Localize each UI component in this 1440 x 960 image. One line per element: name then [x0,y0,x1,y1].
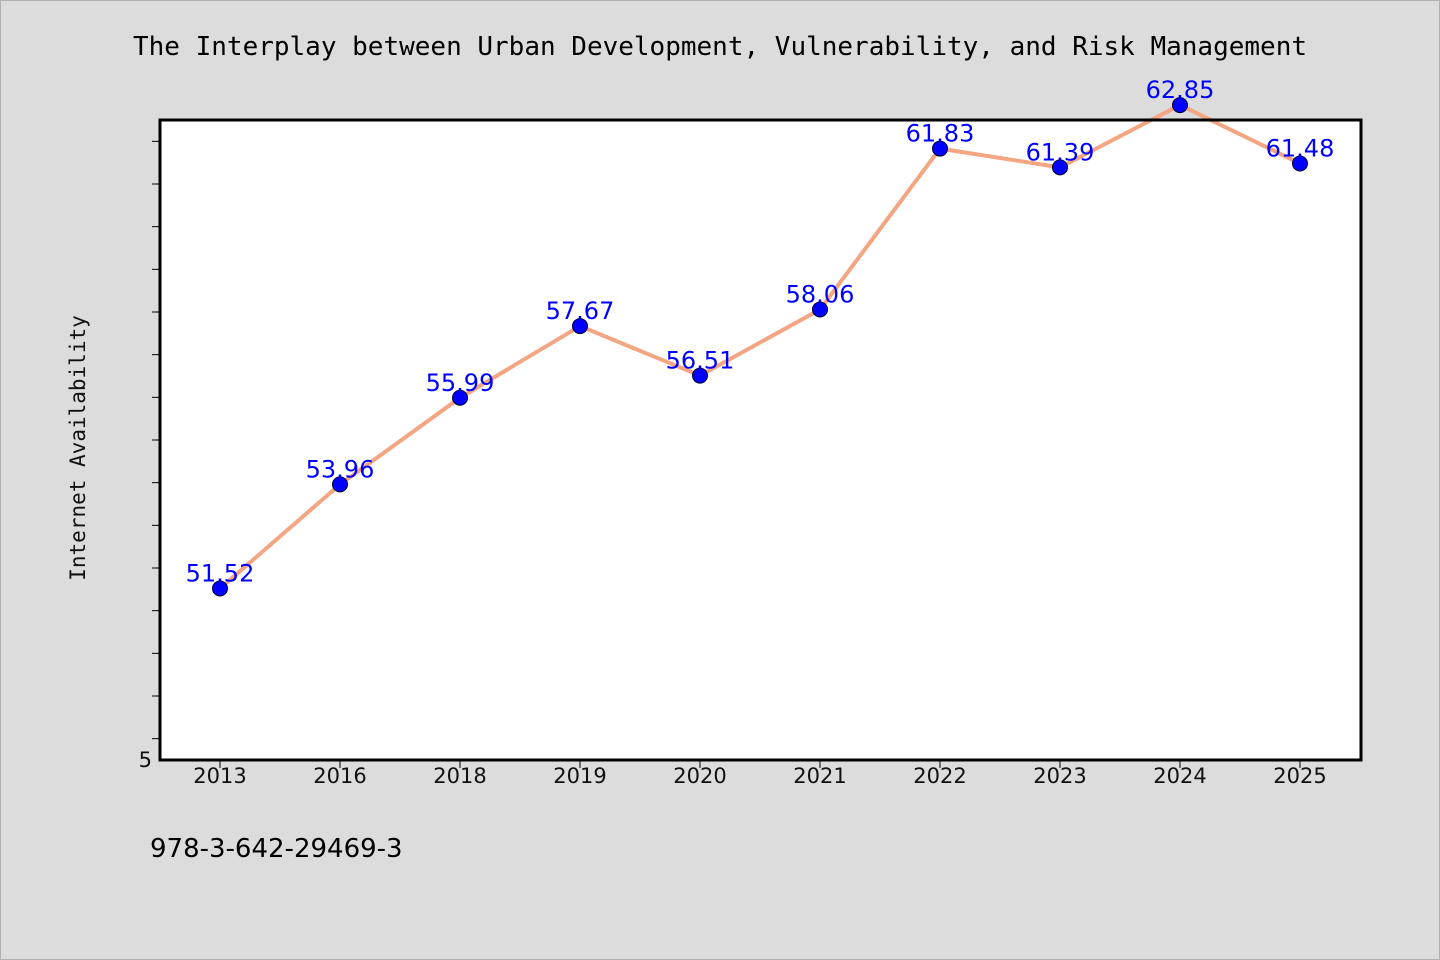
x-tick-label: 2020 [673,764,726,788]
data-point [1292,155,1308,172]
data-label: 61.39 [1026,138,1095,166]
x-tick-label: 2018 [433,764,486,788]
data-point [812,301,828,318]
x-tick-label: 2022 [913,764,966,788]
data-label: 51.52 [186,559,255,587]
footer-code: 978-3-642-29469-3 [150,834,403,864]
data-label: 56.51 [666,347,735,375]
x-axis-ticks: 2013 2016 2018 2019 2020 2021 2022 2023 2024 2025 [193,760,1327,788]
x-tick-label: 2019 [553,764,606,788]
data-label: 61.48 [1266,135,1335,163]
data-point [452,389,468,406]
x-tick-label: 2024 [1153,764,1206,788]
x-tick-label: 2016 [313,764,366,788]
data-point [332,476,348,493]
series-line [218,103,1302,591]
y-tick-label: 5 [139,748,152,772]
data-point [932,140,948,157]
data-label: 61.83 [906,120,975,148]
y-axis-ticks: 5 [139,140,160,772]
data-label: 57.67 [546,297,615,325]
data-label: 55.99 [426,369,495,397]
x-tick-label: 2023 [1033,764,1086,788]
data-point [212,580,228,597]
plot-area [160,120,1361,760]
plot-frame [158,118,1363,762]
data-point [572,318,588,335]
x-tick-label: 2025 [1273,764,1326,788]
data-point [1052,159,1068,176]
series-layer: 51.52 53.96 55.99 57.67 56.51 58.06 61.83 61.39… [186,76,1335,597]
chart-title: The Interplay between Urban Development,… [133,32,1307,62]
data-label: 53.96 [306,455,375,483]
data-point [692,367,708,384]
data-point [1172,97,1188,114]
data-label: 62.85 [1146,76,1215,104]
x-tick-label: 2021 [793,764,846,788]
x-tick-label: 2013 [193,764,246,788]
data-label: 58.06 [786,280,855,308]
